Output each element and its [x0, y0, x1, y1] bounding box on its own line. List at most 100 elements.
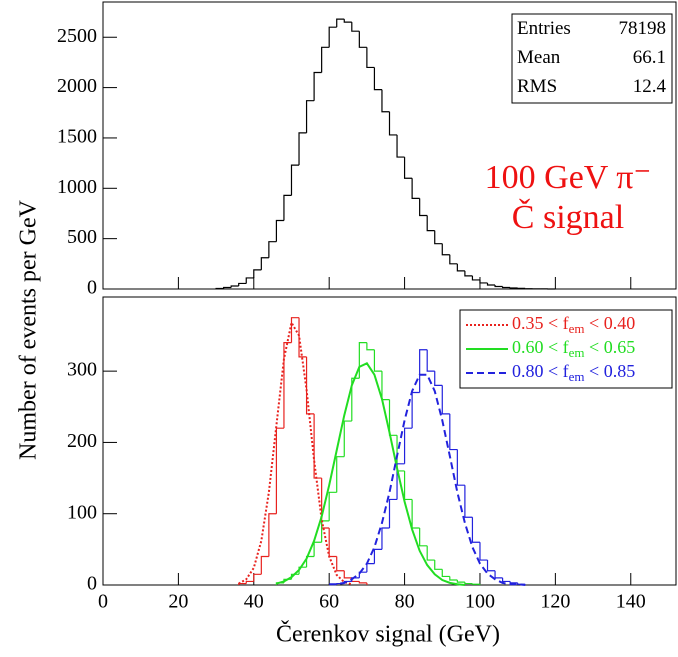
histogram-bin [388, 111, 398, 136]
histogram-bin [238, 282, 247, 286]
x-tick-label: 120 [540, 591, 570, 613]
x-tick-label: 140 [616, 591, 646, 613]
histogram-bin [268, 513, 277, 557]
plot-frame [102, 296, 677, 586]
histogram-bin [366, 563, 375, 573]
histogram-bin [351, 22, 360, 32]
histogram-bin [373, 349, 382, 372]
histogram-bin [268, 241, 277, 258]
histogram-bin [230, 285, 239, 288]
histogram-bin [471, 275, 480, 281]
histogram-bin [411, 178, 420, 199]
histogram-bin [305, 356, 315, 415]
x-tick-label: 80 [395, 591, 415, 613]
y-tick-label: 2500 [57, 25, 97, 47]
histogram-bin [343, 570, 352, 579]
histogram-bin [471, 517, 480, 543]
stats-value: 12.4 [633, 76, 667, 97]
histogram-bin [366, 47, 375, 69]
histogram-bin [343, 420, 352, 457]
histogram-bin [305, 100, 315, 133]
histogram-bin [313, 541, 322, 557]
histogram-bin [275, 427, 284, 514]
histogram-bin [501, 577, 511, 583]
histogram-bin [245, 277, 254, 284]
histogram-bin [313, 413, 322, 479]
x-tick-label: 100 [465, 591, 495, 613]
y-tick-label: 0 [87, 573, 97, 595]
histogram-bin [388, 498, 398, 528]
stats-label: Entries [517, 18, 571, 39]
histogram-bin [328, 491, 337, 521]
histogram-bin [358, 581, 367, 584]
fit-curve [276, 362, 465, 586]
histogram-bin [426, 215, 435, 232]
histogram-bin [290, 164, 300, 196]
histogram-bin [479, 542, 488, 561]
histogram-bin [215, 287, 224, 290]
x-tick-label: 40 [244, 591, 264, 613]
histogram-bin [464, 485, 473, 518]
histogram-bin [411, 499, 420, 529]
x-tick-label: 0 [98, 591, 108, 613]
y-tick-label: 200 [67, 430, 97, 452]
histogram-bin [449, 576, 458, 581]
histogram-bin [403, 157, 413, 179]
histogram-bin [456, 580, 465, 583]
histogram-bin [260, 257, 269, 270]
histogram-bin [403, 427, 413, 464]
histogram-bin [283, 194, 292, 221]
histogram-bin [381, 371, 390, 401]
histogram-bin [366, 342, 375, 351]
histogram-bin [464, 582, 473, 585]
histogram-bin [275, 219, 284, 242]
histogram-bin [321, 520, 330, 543]
histogram-bin [456, 449, 465, 486]
histogram-bin [336, 18, 345, 28]
y-tick-label: 0 [87, 277, 97, 299]
histogram-bin [486, 282, 496, 286]
histogram-bin [479, 279, 488, 284]
histogram-bin [509, 581, 518, 584]
histogram-bin [509, 287, 518, 289]
y-tick-label: 1500 [57, 126, 97, 148]
histogram-bin [373, 67, 382, 91]
histogram-bin [434, 230, 443, 245]
histogram-bin [426, 545, 435, 561]
histogram-bin [343, 19, 352, 23]
histogram-bin [501, 286, 511, 289]
histogram-bin [245, 580, 254, 584]
histogram-bin [486, 560, 496, 572]
histogram-bin [351, 377, 360, 422]
histogram-bin [434, 371, 443, 386]
histogram-bin [388, 399, 398, 436]
histogram-bin [426, 349, 435, 372]
fit-curve [329, 373, 526, 586]
histogram-bin [441, 385, 450, 415]
histogram-bin [260, 555, 269, 575]
y-tick-label: 2000 [57, 75, 97, 97]
histogram-bin [381, 527, 390, 550]
histogram-bin [298, 132, 307, 166]
legend-label: 0.60 < fem < 0.65 [512, 337, 635, 360]
y-axis-label: Number of events per GeV [16, 199, 42, 460]
histogram-bin [464, 270, 473, 277]
histogram-bin [471, 583, 480, 585]
y-tick-label: 1000 [57, 176, 97, 198]
histogram-bin [223, 286, 232, 289]
plot-frame [102, 1, 677, 290]
histogram-bin [449, 254, 458, 265]
histogram-bin [441, 243, 450, 256]
legend-label: 0.35 < fem < 0.40 [512, 313, 635, 336]
histogram-bin [290, 317, 300, 343]
x-tick-label: 20 [168, 591, 188, 613]
histogram-bin [419, 527, 428, 547]
histogram-bin [494, 284, 503, 288]
histogram-bin [253, 573, 262, 582]
histogram-bin [419, 198, 428, 217]
histogram-bin [253, 269, 262, 278]
histogram-bin [336, 556, 345, 572]
histogram-bin [313, 71, 322, 101]
histogram-bin [419, 349, 428, 393]
